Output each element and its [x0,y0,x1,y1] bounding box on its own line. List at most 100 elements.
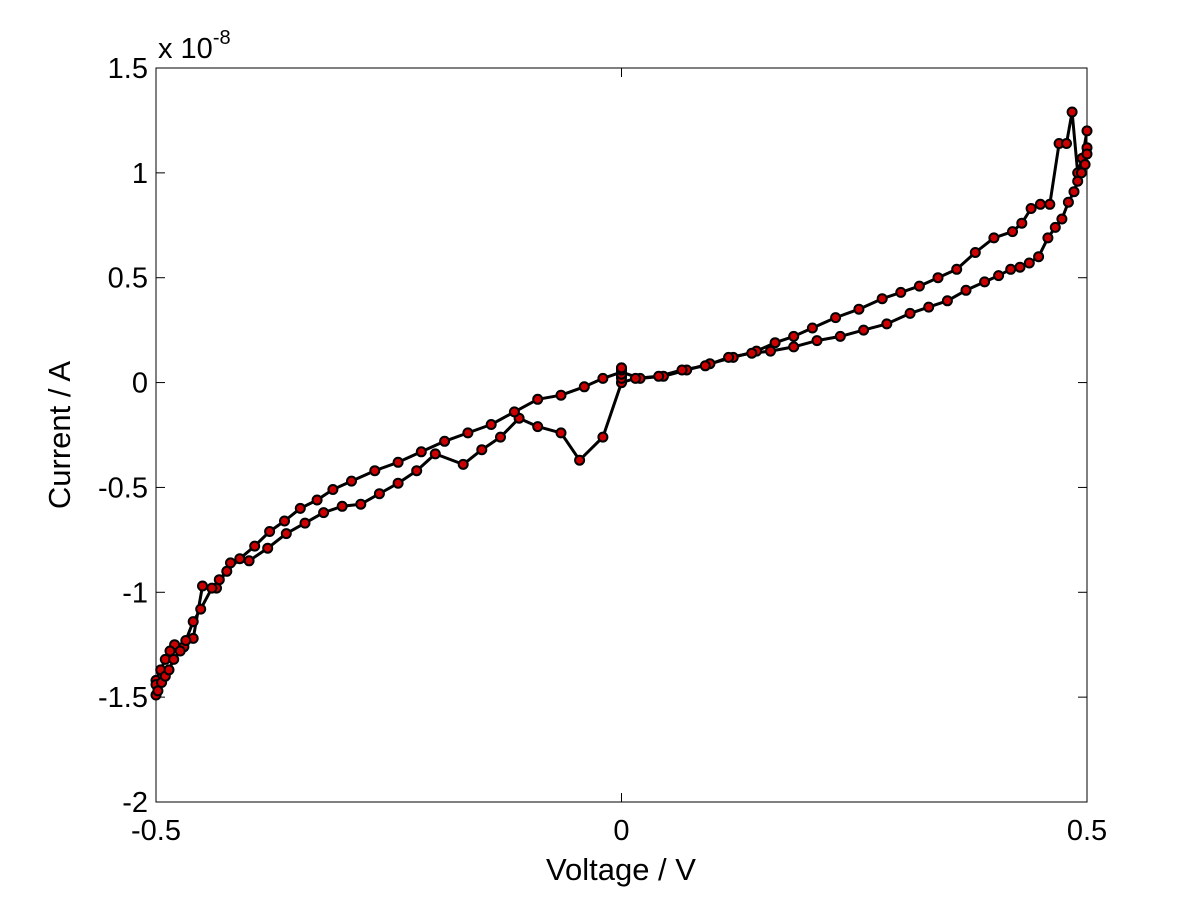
data-point [1072,175,1084,187]
data-point [765,345,776,357]
y-tick-label: 0.5 [108,263,148,295]
data-point [876,293,888,305]
y-scale-exponent: x 10-8 [158,27,231,65]
data-point [993,270,1005,282]
data-point [988,232,1000,244]
data-point [279,515,290,527]
y-scale-exponent-base: x 10 [158,33,213,65]
data-point [597,431,609,443]
data-point [941,295,953,307]
data-point [1033,251,1045,263]
data-point [830,312,842,324]
data-point [1005,263,1017,275]
y-tick-labels: -2 -1.5 -1 -0.5 0 0.5 1 1.5 [98,53,148,819]
data-point [574,454,586,466]
data-point [234,553,246,565]
x-tick-label: 0.5 [1067,815,1107,847]
data-point [932,272,944,284]
data-point [249,540,261,552]
data-point [439,435,451,447]
data-point [881,318,893,330]
data-point [746,347,758,359]
data-point [788,341,800,353]
data-point [1025,203,1037,214]
data-point [294,502,306,514]
data-point [355,498,367,510]
data-point [336,500,348,512]
data-point [1023,257,1035,269]
data-point [1049,221,1061,233]
data-point [299,517,311,529]
data-point [532,393,544,405]
data-point [1066,106,1078,118]
y-tick-label: -1.5 [98,682,148,714]
y-axis-label: Current / A [42,361,77,509]
data-point [429,448,441,460]
data-point [280,528,292,540]
data-point [318,507,330,519]
data-point [180,635,192,646]
data-point [1016,217,1028,229]
data-point [1062,196,1074,208]
data-point [197,580,208,592]
data-point [1007,226,1018,238]
data-point [853,303,865,315]
data-point [555,427,567,439]
data-point [951,263,963,275]
data-point [923,301,935,313]
y-tick-label: 1 [132,158,148,190]
data-point [163,664,175,676]
data-point [1044,198,1056,210]
data-point [213,574,225,586]
y-tick-label: 0 [132,368,148,400]
data-point [327,484,339,495]
series-markers [150,106,1093,701]
data-point [373,488,385,500]
data-point [895,286,907,298]
data-point [243,555,255,567]
data-point [369,465,381,477]
data-point [346,475,357,487]
data-point [555,389,567,401]
data-point [411,465,423,477]
data-point [532,421,544,433]
x-tick-label: 0 [613,815,629,847]
data-point [904,307,916,319]
data-point [462,427,474,439]
x-axis-label: Voltage / V [546,852,696,887]
data-point [834,330,846,342]
data-point [262,542,274,554]
data-point [174,645,186,657]
data-point [311,494,323,506]
data-point [1042,232,1054,244]
data-point [392,456,404,468]
data-point [508,406,520,418]
data-point [1034,198,1046,210]
data-point [913,280,925,292]
data-point [723,351,735,363]
data-point [195,603,207,615]
data-point [1068,186,1080,198]
data-point [979,276,991,288]
data-point [653,370,665,382]
data-point [858,324,870,336]
data-point [1081,125,1093,137]
data-point [788,330,800,342]
data-point [811,335,823,347]
y-tick-label: -2 [122,787,148,819]
data-point [597,372,609,384]
data-point [264,526,276,537]
data-point [1014,261,1026,273]
x-tick-label: -0.5 [131,815,181,847]
data-point [415,446,427,458]
data-point [806,322,818,334]
data-point [476,444,488,456]
data-point [1061,138,1072,149]
x-tick-labels: -0.5 0 0.5 [131,815,1107,847]
data-point [495,431,506,443]
data-point [168,653,180,665]
plot-area-frame [155,67,1088,803]
y-tick-label: -1 [122,577,148,609]
y-tick-label: -0.5 [98,472,148,504]
